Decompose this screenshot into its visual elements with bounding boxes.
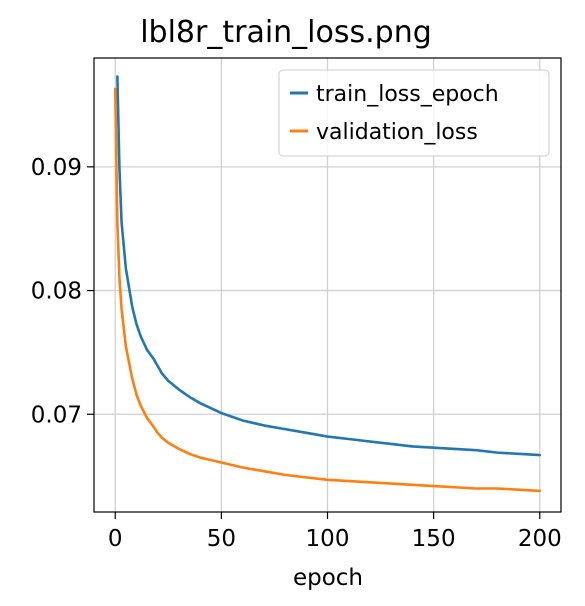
x-ticks: 0 50 100 150 200 <box>108 512 562 552</box>
x-tick-label: 50 <box>207 526 236 552</box>
x-tick-label: 0 <box>108 526 123 552</box>
x-tick-label: 150 <box>412 526 456 552</box>
legend-label-validation: validation_loss <box>316 120 478 145</box>
y-ticks: 0.07 0.08 0.09 <box>31 155 94 428</box>
y-tick-label: 0.08 <box>31 279 82 305</box>
legend-box <box>278 69 550 157</box>
legend-label-train: train_loss_epoch <box>316 82 499 107</box>
x-tick-label: 100 <box>306 526 350 552</box>
series-group <box>113 75 542 493</box>
series-line-train-loss-epoch <box>116 75 542 457</box>
x-axis-label: epoch <box>293 565 363 591</box>
legend: train_loss_epoch validation_loss <box>278 69 550 157</box>
y-tick-label: 0.07 <box>31 402 82 428</box>
x-tick-label: 200 <box>518 526 562 552</box>
chart-title: lbl8r_train_loss.png <box>140 15 432 50</box>
grid-y <box>94 166 561 415</box>
y-tick-label: 0.09 <box>31 155 82 181</box>
series-line-validation-loss <box>113 87 542 493</box>
